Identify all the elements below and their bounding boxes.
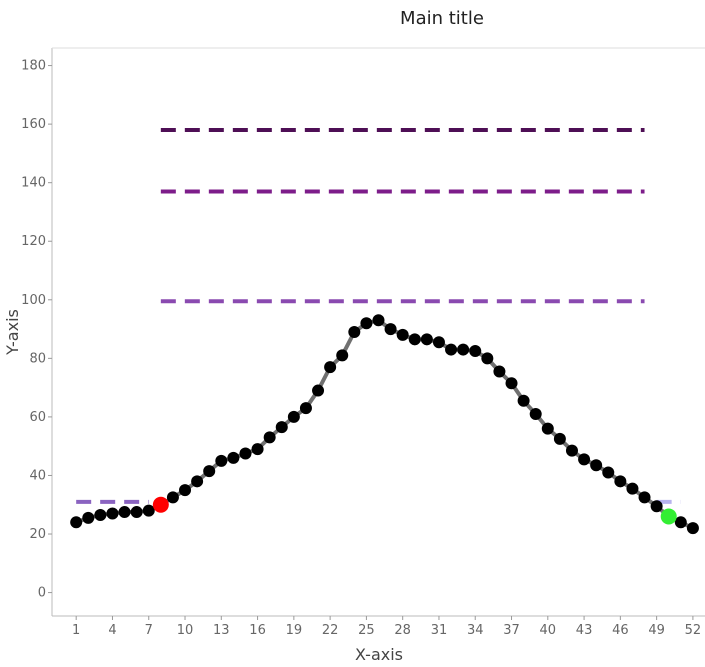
x-axis-label: X-axis [355,645,403,664]
data-point [541,422,554,435]
series-line [75,318,694,530]
data-point [94,508,107,521]
data-point [360,317,373,330]
data-point [130,506,143,519]
highlighted-points [152,496,677,525]
y-axis-ticks: 0 20 40 60 80 100 120 140 160 180 [21,59,52,601]
data-point [203,465,216,478]
x-tick-label: 37 [503,623,520,638]
data-point [70,516,83,529]
data-point [553,432,566,445]
y-axis-label: Y-axis [3,309,22,356]
data-point [602,466,615,479]
x-tick-label: 16 [249,623,266,638]
data-point [287,410,300,423]
data-point [179,484,192,497]
x-tick-label: 34 [467,623,484,638]
x-axis-ticks: 1 4 7 10 13 16 19 22 25 28 31 34 37 40 43 46 49 52 [72,616,701,638]
y-tick-label: 40 [29,468,46,483]
y-tick-label: 20 [29,527,46,542]
data-point [638,491,651,504]
data-point [614,475,627,488]
data-point [166,491,179,504]
data-series [70,314,699,535]
y-tick-label: 80 [29,351,46,366]
x-tick-label: 25 [358,623,375,638]
x-tick-label: 31 [431,623,448,638]
data-point [239,447,252,460]
data-point [590,459,603,472]
data-point [493,365,506,378]
data-point [529,407,542,420]
data-point [372,314,385,327]
data-point [457,343,470,356]
data-point [384,323,397,336]
data-point [263,431,276,444]
data-point [348,326,361,338]
data-point [251,443,264,456]
y-tick-label: 140 [21,176,46,191]
data-point [312,384,325,397]
highlight-point [660,508,677,525]
y-tick-label: 100 [21,293,46,308]
x-tick-label: 40 [540,623,557,638]
data-point [82,511,95,524]
data-point [324,361,337,374]
data-point [191,475,204,488]
x-tick-label: 19 [286,623,303,638]
x-tick-label: 4 [108,623,116,638]
data-point [505,377,518,390]
data-point [481,352,494,365]
data-point [686,522,699,535]
data-point [408,333,421,346]
data-point [142,504,155,517]
highlight-point [152,496,169,513]
data-point [118,506,131,519]
x-tick-label: 49 [648,623,665,638]
plot-area [51,47,705,617]
data-point [299,402,312,415]
x-tick-label: 7 [145,623,153,638]
data-point [517,394,530,407]
x-tick-label: 52 [685,623,702,638]
x-tick-label: 1 [72,623,80,638]
chart-title: Main title [400,8,484,29]
x-tick-label: 13 [213,623,230,638]
data-point [336,349,349,362]
y-tick-label: 180 [21,59,46,74]
data-point [275,421,288,434]
data-point [106,507,119,520]
data-point [469,345,482,358]
y-tick-label: 120 [21,234,46,249]
data-point [445,343,458,356]
x-tick-label: 10 [177,623,194,638]
x-tick-label: 46 [612,623,629,638]
y-tick-label: 0 [38,586,46,601]
data-point [578,453,591,466]
x-tick-label: 43 [576,623,593,638]
data-point [565,444,578,457]
x-tick-label: 28 [394,623,411,638]
data-point [674,516,687,529]
data-point [227,451,240,464]
x-tick-label: 22 [322,623,339,638]
data-point [420,333,433,346]
reference-lines [76,127,681,504]
data-point [215,454,228,467]
y-tick-label: 60 [29,410,46,425]
data-point [626,482,639,495]
data-point [396,328,409,341]
data-point [650,500,663,513]
data-point [432,336,445,349]
y-tick-label: 160 [21,117,46,132]
